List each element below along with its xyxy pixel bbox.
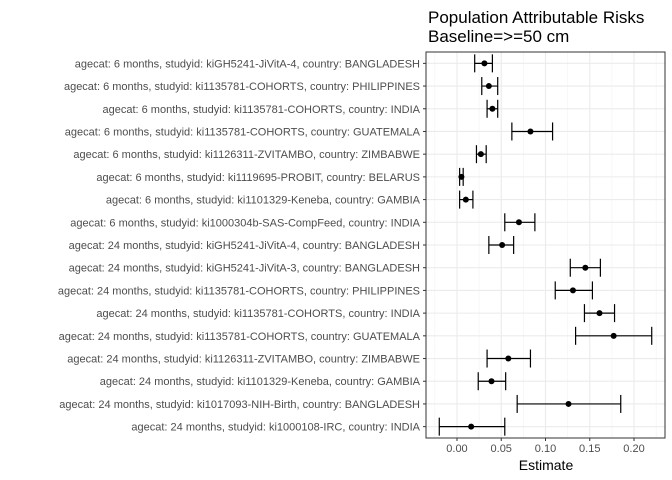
estimate-point [565,400,572,407]
y-tick-label: agecat: 6 months, studyid: ki1101329-Ken… [106,195,421,207]
estimate-point [515,219,522,226]
y-tick-label: agecat: 24 months, studyid: ki1135781-CO… [59,331,421,343]
estimate-point [489,105,496,112]
estimate-point [569,287,576,294]
x-tick-label: 0.05 [491,443,512,455]
x-tick-label: 0.10 [535,443,556,455]
x-axis-title: Estimate [519,457,574,473]
y-tick-label: agecat: 6 months, studyid: ki1126311-ZVI… [73,149,420,161]
estimate-point [488,378,495,385]
y-tick-label: agecat: 6 months, studyid: ki1119695-PRO… [96,172,420,184]
data-marks [425,51,666,439]
y-tick-label: agecat: 6 months, studyid: kiGH5241-JiVi… [75,58,420,70]
estimate-point [485,83,492,90]
x-tick-label: 0.15 [579,443,600,455]
chart-subtitle: Baseline=>=50 cm [428,27,569,46]
estimate-point [582,264,589,271]
y-tick-label: agecat: 6 months, studyid: ki1000304b-SA… [70,217,420,229]
y-tick-label: agecat: 24 months, studyid: ki1000108-IR… [131,422,420,434]
y-axis: agecat: 6 months, studyid: kiGH5241-JiVi… [58,58,426,434]
y-tick-label: agecat: 24 months, studyid: ki1101329-Ke… [100,376,421,388]
y-tick-label: agecat: 6 months, studyid: ki1135781-COH… [102,104,420,116]
x-axis: 0.00 0.05 0.10 0.15 0.20 [446,438,645,455]
estimate-point [505,355,512,362]
estimate-point [499,242,506,248]
estimate-point [610,332,617,339]
estimate-point [527,128,534,135]
estimate-point [458,173,465,180]
y-tick-label: agecat: 6 months, studyid: ki1135781-COH… [65,126,421,138]
y-tick-label: agecat: 24 months, studyid: kiGH5241-JiV… [69,240,420,252]
estimate-point [596,310,603,317]
estimate-point [481,60,488,67]
y-tick-label: agecat: 6 months, studyid: ki1135781-COH… [64,81,420,93]
chart-title: Population Attributable Risks [428,8,644,27]
x-tick-label: 0.20 [623,443,644,455]
y-tick-label: agecat: 24 months, studyid: ki1126311-ZV… [67,354,420,366]
y-tick-label: agecat: 24 months, studyid: ki1017093-NI… [59,399,420,411]
y-tick-label: agecat: 24 months, studyid: kiGH5241-JiV… [69,263,420,275]
y-tick-label: agecat: 24 months, studyid: ki1135781-CO… [96,308,420,320]
estimate-point [477,151,484,158]
y-tick-label: agecat: 24 months, studyid: ki1135781-CO… [58,285,420,297]
estimate-point [462,196,469,203]
estimate-point [468,423,475,430]
x-tick-label: 0.00 [446,443,467,455]
